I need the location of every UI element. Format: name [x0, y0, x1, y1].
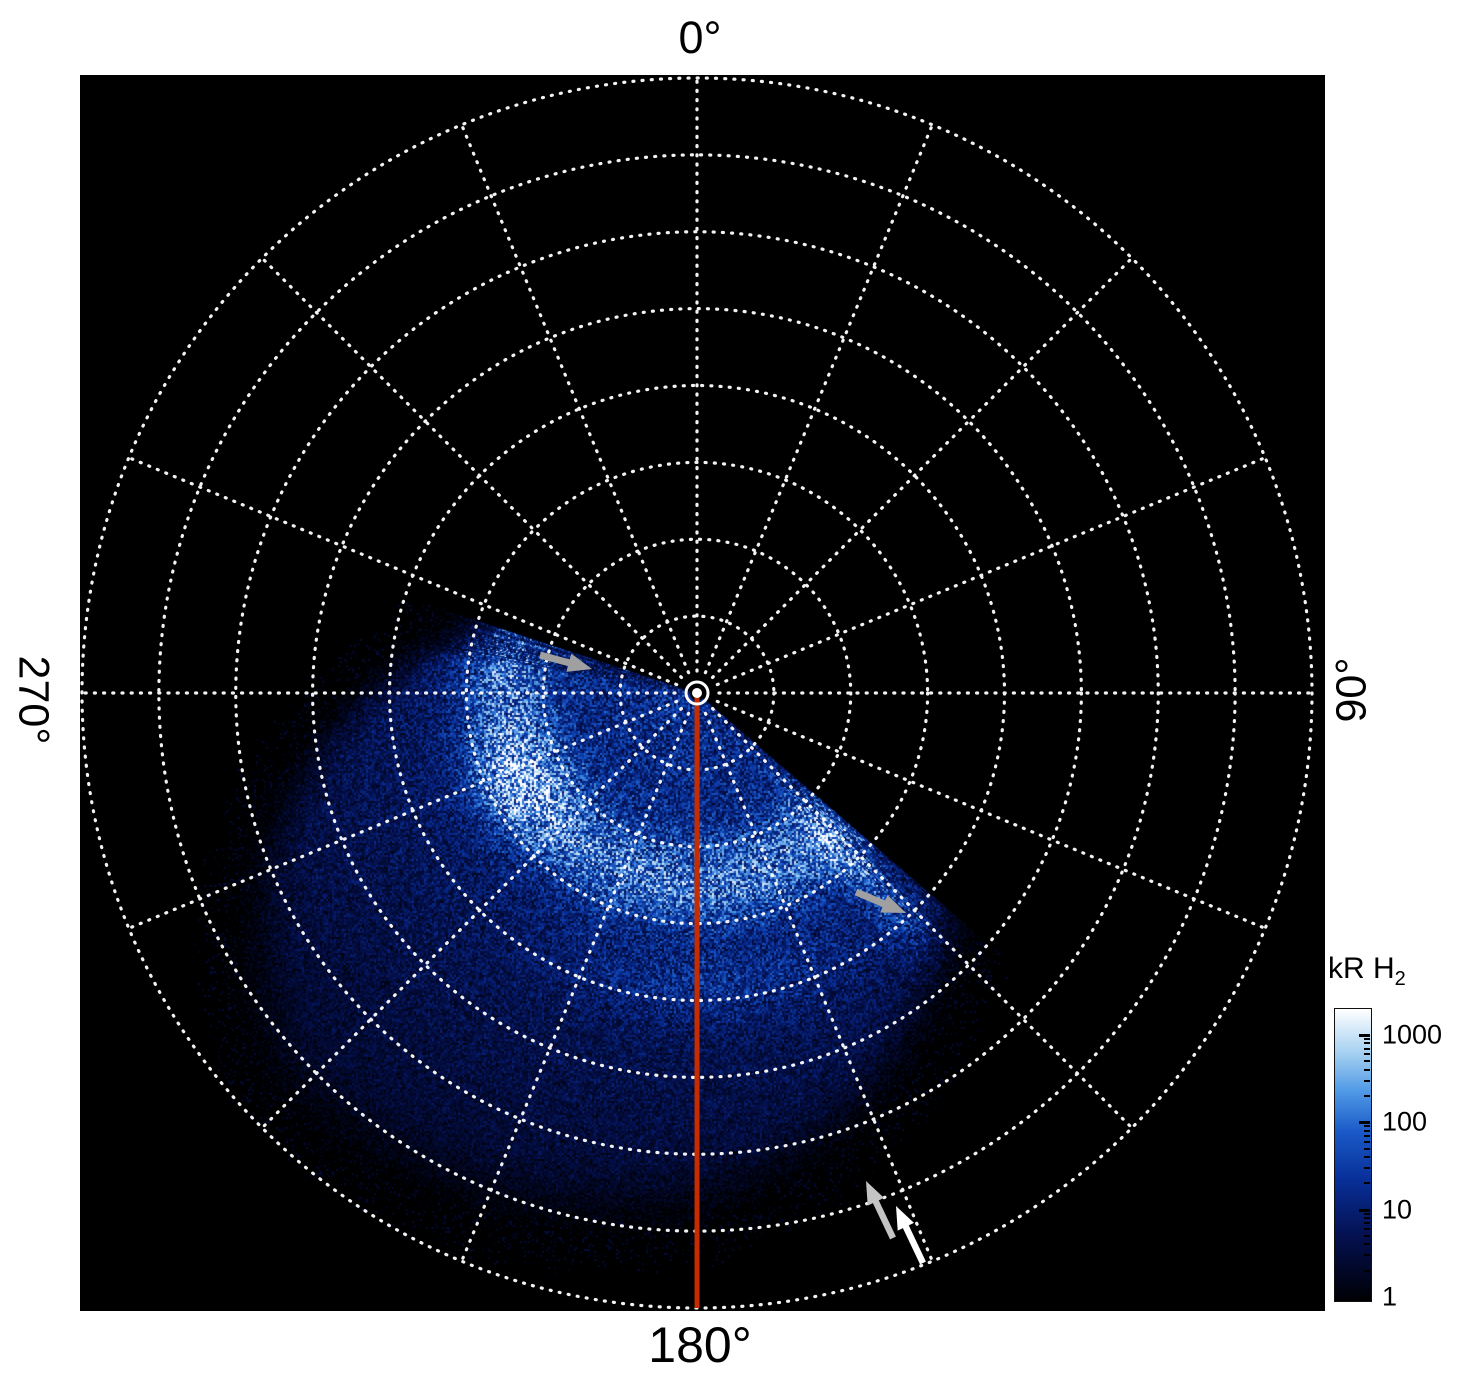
angle-label-270: 270° [9, 655, 58, 745]
gray-arrow-1 [539, 651, 592, 672]
colorbar-minor-tick [1364, 1227, 1370, 1230]
colorbar-tick-label: 100 [1382, 1106, 1428, 1137]
colorbar-minor-tick [1364, 1147, 1370, 1150]
graticule-overlay [80, 76, 1314, 1310]
colorbar-minor-tick [1364, 1156, 1370, 1159]
colorbar-minor-tick [1364, 1068, 1370, 1071]
gray-arrow-2 [854, 888, 906, 913]
center-pole-ring [684, 680, 710, 706]
colorbar-minor-tick [1364, 1047, 1370, 1050]
angle-label-90: 90° [1327, 657, 1376, 723]
angle-label-0: 0° [678, 12, 722, 63]
colorbar-tick-label: 1000 [1382, 1019, 1443, 1050]
colorbar-minor-tick [1364, 1095, 1370, 1098]
white-arrow-1 [866, 1181, 896, 1240]
colorbar-minor-tick [1364, 1042, 1370, 1045]
colorbar-minor-tick [1364, 1140, 1370, 1143]
colorbar-minor-tick [1364, 1053, 1370, 1056]
colorbar-minor-tick [1364, 1166, 1370, 1169]
colorbar-tick-label: 10 [1382, 1194, 1413, 1225]
colorbar-minor-tick [1364, 1254, 1370, 1257]
colorbar: kR H2 1000 100 10 1 [1326, 952, 1481, 1386]
colorbar-tick-label: 1 [1382, 1281, 1398, 1312]
angle-label-180: 180° [648, 1317, 752, 1373]
colorbar-minor-tick [1364, 1217, 1370, 1220]
colorbar-title-main: kR H [1328, 952, 1395, 985]
colorbar-tick [1359, 1208, 1370, 1212]
colorbar-minor-tick [1364, 1134, 1370, 1137]
white-arrow-2 [896, 1206, 926, 1265]
colorbar-tick [1359, 1034, 1370, 1037]
colorbar-minor-tick [1364, 1243, 1370, 1246]
colorbar-minor-tick [1364, 1060, 1370, 1063]
colorbar-title-sub: 2 [1394, 968, 1406, 990]
colorbar-minor-tick [1364, 1129, 1370, 1132]
colorbar-minor-tick [1364, 1037, 1370, 1040]
colorbar-minor-tick [1364, 1222, 1370, 1225]
colorbar-title: kR H2 [1328, 952, 1406, 991]
colorbar-minor-tick [1364, 1125, 1370, 1128]
colorbar-minor-tick [1364, 1234, 1370, 1237]
colorbar-tick [1359, 1295, 1370, 1299]
polar-plot-area [80, 75, 1325, 1311]
colorbar-minor-tick [1364, 1079, 1370, 1082]
colorbar-tick [1359, 1121, 1370, 1125]
colorbar-minor-tick [1364, 1212, 1370, 1215]
colorbar-minor-tick [1364, 1269, 1370, 1272]
colorbar-minor-tick [1364, 1182, 1370, 1185]
center-pole-dot [692, 688, 702, 698]
polar-graticule [80, 76, 1314, 1310]
colorbar-gradient [1334, 1008, 1372, 1302]
